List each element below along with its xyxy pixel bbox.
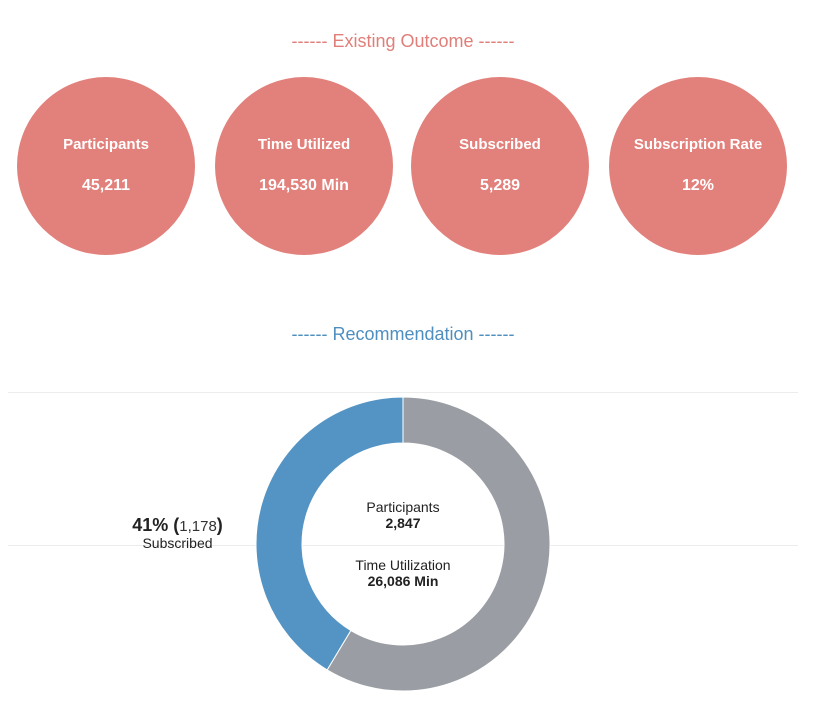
- kpi-subscription-rate: Subscription Rate 12%: [609, 77, 787, 255]
- center-time: Time Utilization 26,086 Min: [303, 557, 503, 589]
- callout-open-paren: (: [173, 515, 180, 535]
- center-participants: Participants 2,847: [303, 499, 503, 531]
- center-time-label: Time Utilization: [355, 557, 451, 573]
- kpi-value: 12%: [681, 177, 715, 194]
- kpi-participants: Participants 45,211: [17, 77, 195, 255]
- callout-label: Subscribed: [142, 535, 213, 551]
- callout-value: 41% (1,178): [100, 515, 255, 536]
- kpi-value: 45,211: [81, 177, 131, 194]
- callout-count: 1,178: [179, 518, 217, 535]
- center-participants-value: 2,847: [385, 515, 421, 531]
- kpi-label: Subscribed: [459, 136, 541, 153]
- kpi-value: 194,530 Min: [259, 177, 349, 194]
- callout-percent: 41%: [132, 515, 169, 535]
- center-participants-label: Participants: [366, 499, 440, 515]
- subscribed-callout: 41% (1,178) Subscribed: [100, 515, 255, 551]
- kpi-time-utilized: Time Utilized 194,530 Min: [215, 77, 393, 255]
- kpi-subscribed: Subscribed 5,289: [411, 77, 589, 255]
- kpi-label: Time Utilized: [257, 136, 351, 153]
- kpi-value: 5,289: [479, 177, 521, 194]
- callout-close-paren: ): [216, 515, 223, 535]
- recommendation-title: ------ Recommendation ------: [291, 324, 515, 344]
- divider-line: [8, 545, 798, 546]
- existing-outcome-title: ------ Existing Outcome ------: [291, 31, 515, 51]
- kpi-label: Subscription Rate: [633, 136, 763, 153]
- center-time-value: 26,086 Min: [367, 573, 439, 589]
- donut-slice-remaining: [326, 396, 551, 692]
- donut-slice-subscribed: [255, 396, 404, 671]
- kpi-label: Participants: [63, 136, 149, 153]
- divider-line: [8, 392, 798, 393]
